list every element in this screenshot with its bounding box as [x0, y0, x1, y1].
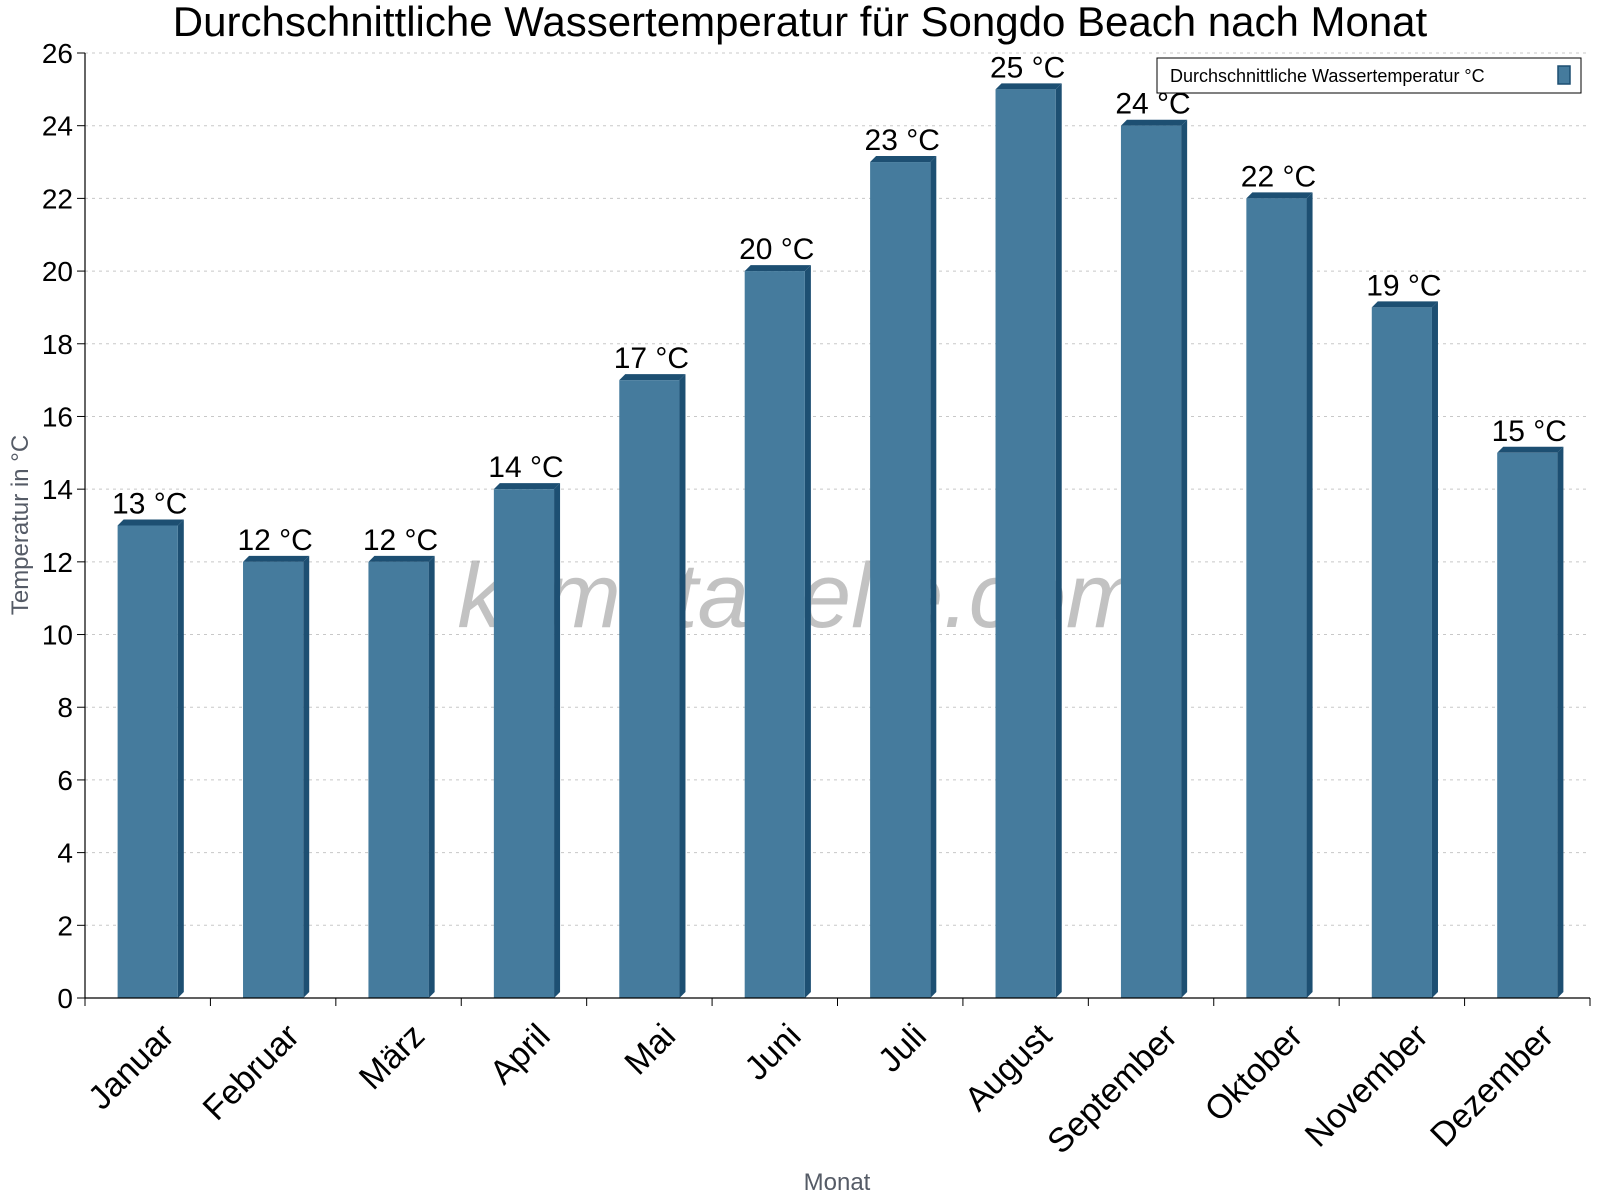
legend-swatch [1557, 65, 1571, 85]
y-tick-label: 4 [57, 838, 73, 869]
bar-side [554, 483, 561, 999]
bar [619, 374, 686, 999]
x-tick-label: März [352, 1017, 432, 1097]
x-axis-label: Monat [804, 1169, 871, 1196]
bar-top [243, 555, 310, 562]
chart-title: Durchschnittliche Wassertemperatur für S… [173, 0, 1428, 45]
data-label: 23 °C [865, 124, 940, 157]
data-label: 13 °C [112, 488, 187, 521]
x-tick-label: Dezember [1423, 1017, 1561, 1155]
data-labels: 13 °C 12 °C 12 °C 14 °C 17 °C 20 °C 23 °C 25 °C… [112, 51, 1567, 556]
bar-side [1181, 119, 1188, 998]
y-tick-label: 18 [42, 329, 73, 360]
bar-top [619, 374, 686, 381]
bar-side [679, 374, 686, 999]
legend: Durchschnittliche Wassertemperatur °C [1156, 57, 1582, 94]
bar-side [804, 265, 811, 999]
bar-side [1557, 446, 1564, 998]
y-tick-label: 14 [42, 474, 73, 505]
bar [1497, 446, 1564, 998]
bar [1371, 301, 1438, 998]
y-tick-label: 0 [57, 983, 73, 1014]
y-tick-label: 24 [42, 111, 73, 142]
data-label: 22 °C [1241, 160, 1316, 193]
x-tick-label: Februar [196, 1017, 307, 1128]
x-tick-label: Juli [871, 1017, 934, 1080]
bar-top [870, 156, 937, 163]
x-tick-label: April [483, 1017, 558, 1092]
bar-side [303, 555, 310, 998]
bar [1246, 192, 1313, 998]
bar-side [1055, 83, 1062, 999]
y-tick-label: 10 [42, 620, 73, 651]
bar-side [930, 156, 937, 999]
x-tick-label: Januar [81, 1017, 181, 1117]
bar-front [1371, 307, 1432, 998]
bar [493, 483, 561, 999]
bar-side [177, 519, 184, 998]
bar-side [1431, 301, 1438, 998]
bar-side [428, 555, 435, 998]
x-tick-label: Oktober [1198, 1017, 1310, 1129]
bar [368, 555, 435, 998]
x-tick-label: August [958, 1016, 1060, 1118]
y-tick-label: 22 [42, 183, 73, 214]
bar-front [619, 380, 680, 999]
bar [870, 156, 937, 999]
data-label: 12 °C [363, 524, 438, 557]
x-tick-label: November [1298, 1017, 1436, 1155]
data-label: 19 °C [1366, 269, 1441, 302]
bar [243, 555, 310, 998]
data-label: 20 °C [739, 233, 814, 266]
bar-front [1120, 125, 1182, 998]
bar-top [368, 555, 435, 562]
bar-top [995, 83, 1062, 90]
x-tick-label: Juni [737, 1017, 808, 1088]
bar [117, 519, 184, 998]
bar-top [1246, 192, 1313, 199]
bar-front [744, 271, 805, 999]
bar-side [1306, 192, 1313, 998]
bar-top [744, 265, 811, 272]
y-tick-label: 26 [42, 38, 73, 69]
bar-top [493, 483, 561, 490]
y-tick-label: 16 [42, 401, 73, 432]
bar [744, 265, 811, 999]
y-tick-label: 12 [42, 547, 73, 578]
x-tick-label: Mai [617, 1017, 683, 1083]
y-axis-label: Temperatur in °C [7, 435, 34, 615]
data-label: 15 °C [1492, 415, 1567, 448]
y-tick-label: 2 [57, 910, 73, 941]
data-label: 14 °C [488, 451, 563, 484]
bars [117, 83, 1564, 999]
bar [995, 83, 1062, 999]
bar-top [1497, 446, 1564, 453]
y-tick-label: 8 [57, 692, 73, 723]
bar-front [243, 561, 304, 998]
bar-front [117, 525, 178, 998]
bar [1120, 119, 1188, 998]
bar-front [368, 561, 429, 998]
x-tick-labels: Januar Februar März April Mai Juni Juli AugustS… [81, 1016, 1561, 1161]
bar-front [493, 489, 555, 998]
x-tick-label: September [1040, 1017, 1184, 1161]
bar-top [1371, 301, 1438, 308]
bar-front [1246, 198, 1307, 998]
y-tick-label: 20 [42, 256, 73, 287]
bar-front [870, 162, 931, 999]
y-tick-label: 6 [57, 765, 73, 796]
legend-box [1156, 57, 1582, 94]
bar-top [1120, 119, 1188, 126]
bar-front [995, 89, 1056, 999]
bar-top [117, 519, 184, 526]
gridlines [85, 52, 1590, 926]
bar-front [1497, 452, 1558, 998]
legend-label: Durchschnittliche Wassertemperatur °C [1170, 66, 1485, 86]
data-label: 25 °C [990, 51, 1065, 84]
axes [84, 53, 1591, 1006]
data-label: 17 °C [614, 342, 689, 375]
data-label: 12 °C [237, 524, 312, 557]
